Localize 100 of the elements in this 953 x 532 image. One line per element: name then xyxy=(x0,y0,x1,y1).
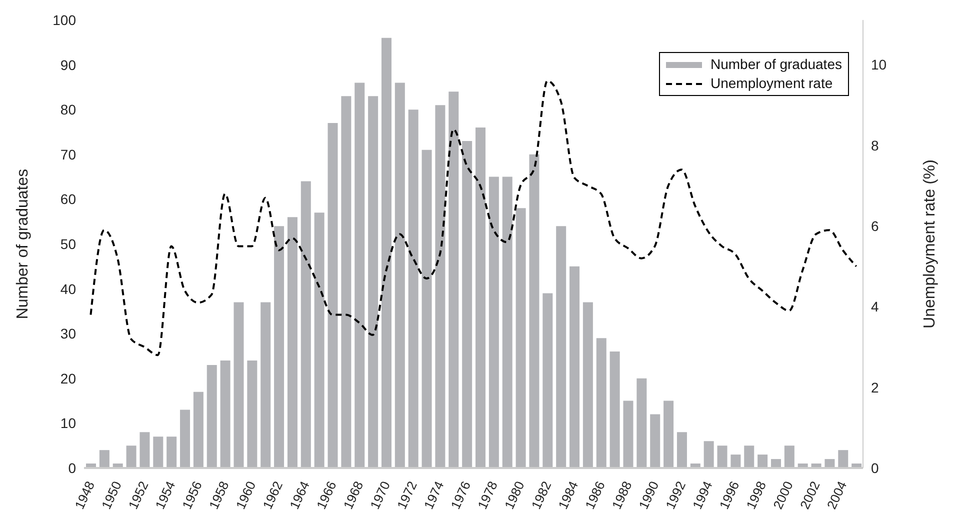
x-tick-label: 1990 xyxy=(636,478,662,512)
bar xyxy=(126,446,136,468)
bar xyxy=(234,302,244,468)
bar xyxy=(193,392,204,468)
bar xyxy=(180,410,190,468)
x-tick-label: 1980 xyxy=(501,478,528,512)
y-tick-label: 80 xyxy=(60,102,76,118)
bar xyxy=(636,378,647,468)
x-tick-label: 1988 xyxy=(608,478,635,512)
y2-tick-label: 6 xyxy=(871,218,879,234)
bar xyxy=(462,140,472,468)
y2-tick-label: 4 xyxy=(871,298,879,315)
bar xyxy=(435,105,446,468)
bar xyxy=(582,302,593,468)
bar xyxy=(623,400,634,468)
bar xyxy=(596,338,606,468)
bar xyxy=(394,82,405,468)
x-tick-label: 2004 xyxy=(824,478,850,512)
bar xyxy=(717,446,728,468)
bar xyxy=(287,217,298,468)
x-tick-label: 1954 xyxy=(152,478,178,512)
bar xyxy=(354,82,365,468)
x-tick-label: 2002 xyxy=(796,478,823,512)
bar xyxy=(610,352,620,468)
bar xyxy=(650,414,660,468)
bar xyxy=(341,96,352,468)
x-tick-label: 1952 xyxy=(125,478,152,512)
bar xyxy=(274,226,284,468)
y-tick-label: 70 xyxy=(60,146,76,162)
x-tick-label: 2000 xyxy=(770,478,796,512)
bar xyxy=(476,128,486,468)
x-tick-label: 1960 xyxy=(232,478,259,512)
bar xyxy=(448,92,459,468)
x-tick-label: 1974 xyxy=(420,478,447,512)
bar xyxy=(744,446,754,468)
bar xyxy=(328,123,338,468)
y-tick-label: 40 xyxy=(60,280,76,297)
x-tick-label: 1986 xyxy=(582,478,608,512)
bar xyxy=(570,266,580,468)
y-axis-title: Number of graduates xyxy=(14,168,32,320)
y-tick-label: 60 xyxy=(60,191,76,208)
bar xyxy=(422,150,432,468)
bar xyxy=(516,208,526,468)
x-tick-label: 1948 xyxy=(72,478,98,512)
bar xyxy=(166,436,177,468)
bar xyxy=(676,432,687,468)
bar xyxy=(529,154,540,468)
x-tick-label: 1984 xyxy=(555,478,582,512)
y2-tick-label: 10 xyxy=(871,56,887,73)
x-tick-label: 1968 xyxy=(340,478,366,512)
x-tick-label: 1966 xyxy=(313,478,340,512)
y-tick-label: 10 xyxy=(60,415,76,432)
x-tick-label: 1972 xyxy=(394,478,420,512)
bar xyxy=(704,441,714,468)
x-tick-label: 1994 xyxy=(690,478,716,512)
bar xyxy=(206,364,217,468)
x-tick-label: 1996 xyxy=(716,478,742,512)
x-tick-label: 1998 xyxy=(743,478,770,512)
bar xyxy=(408,110,418,468)
x-tick-label: 1992 xyxy=(662,478,688,512)
bar xyxy=(556,226,566,468)
x-tick-label: 1956 xyxy=(179,478,205,512)
bar xyxy=(247,360,258,468)
y-tick-label: 90 xyxy=(60,56,76,73)
x-tick-label: 1978 xyxy=(474,478,500,512)
bar xyxy=(730,454,741,468)
bar xyxy=(664,400,674,468)
bar xyxy=(488,176,499,468)
bar xyxy=(838,450,848,468)
y-tick-label: 50 xyxy=(60,236,76,252)
bar xyxy=(542,293,553,468)
x-tick-label: 1970 xyxy=(367,478,393,512)
bar xyxy=(381,38,392,468)
legend-label: Unemployment rate xyxy=(710,74,833,93)
x-tick-label: 1958 xyxy=(206,478,232,512)
y2-tick-label: 0 xyxy=(871,460,879,476)
bar xyxy=(314,212,324,468)
y2-tick-label: 8 xyxy=(871,137,879,154)
bar xyxy=(502,176,512,468)
x-tick-label: 1962 xyxy=(260,478,286,512)
bar xyxy=(220,360,230,468)
bar xyxy=(99,450,110,468)
x-tick-label: 1950 xyxy=(98,478,124,512)
bar xyxy=(153,436,164,468)
bar xyxy=(300,181,311,468)
x-tick-label: 1964 xyxy=(286,478,312,512)
y2-tick-label: 2 xyxy=(871,379,879,396)
bar xyxy=(368,96,378,468)
y-tick-label: 100 xyxy=(52,12,76,28)
bar xyxy=(260,302,271,468)
bar xyxy=(758,454,768,468)
bar xyxy=(140,432,150,468)
line-series xyxy=(90,80,858,356)
legend-label: Number of graduates xyxy=(710,55,842,74)
x-tick-label: 1976 xyxy=(448,478,474,512)
y-tick-label: 0 xyxy=(68,460,76,476)
y-tick-label: 20 xyxy=(60,370,76,386)
bar xyxy=(784,446,794,468)
y-tick-label: 30 xyxy=(60,326,76,342)
x-tick-label: 1982 xyxy=(528,478,554,512)
